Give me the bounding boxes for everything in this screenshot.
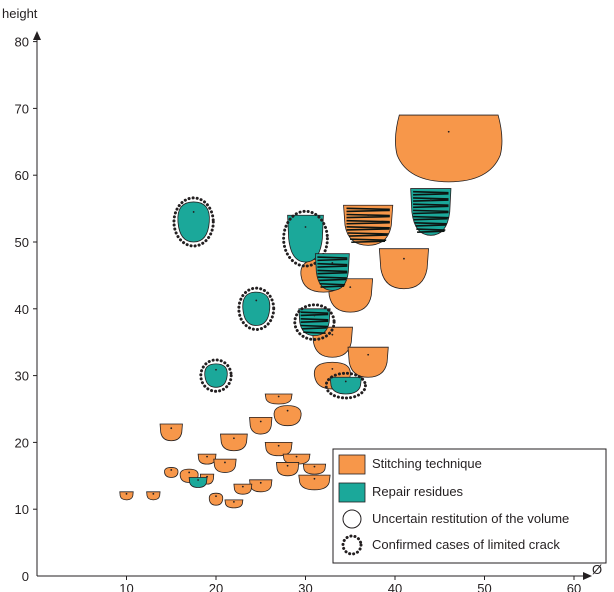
y-tick-label-50: 50	[15, 235, 29, 250]
legend-swatch-stitching	[338, 454, 366, 475]
repair-vessel-mark	[188, 477, 208, 488]
stitching-vessel-mark	[159, 423, 183, 442]
y-axis-arrow	[33, 31, 41, 40]
x-tick-label-40: 40	[388, 581, 402, 592]
stitching-vessel-mark	[311, 326, 353, 358]
stitching-vessel-mark	[146, 491, 161, 501]
stitching-vessel-mark	[197, 453, 217, 465]
stitching-vessel-mark	[302, 463, 327, 475]
stitching-vessel-mark	[378, 248, 429, 290]
legend-dotted-circle-icon	[341, 534, 363, 556]
legend-swatch-repair	[338, 482, 366, 503]
x-tick-label-60: 60	[567, 581, 581, 592]
stitching-vessel-mark	[220, 433, 248, 452]
legend-label-uncertain: Uncertain restitution of the volume	[372, 511, 569, 526]
repair-vessel-mark	[204, 363, 228, 388]
axis-ticks: 10 20 30 40 50 60 0 10 20 30 40 50 60 70 80	[15, 35, 582, 592]
y-tick-label-60: 60	[15, 168, 29, 183]
x-tick-label-20: 20	[209, 581, 223, 592]
x-axis-title: Ø	[592, 562, 602, 577]
repair-vessel-mark	[329, 376, 362, 395]
y-tick-label-80: 80	[15, 35, 29, 50]
repair-vessel-mark	[287, 214, 324, 263]
legend: Stitching technique Repair residues Unce…	[332, 448, 607, 564]
stitching-vessel-mark	[208, 492, 224, 506]
stitching-vessel-mark	[119, 491, 134, 501]
crack-dotted-circle	[324, 371, 367, 400]
stitching-vessel-mark	[298, 474, 331, 491]
x-tick-label-50: 50	[477, 581, 491, 592]
y-tick-label-10: 10	[15, 502, 29, 517]
legend-box	[332, 448, 607, 564]
stitching-vessel-mark	[347, 346, 389, 378]
crack-dotted-circle	[293, 303, 336, 342]
legend-label-crack: Confirmed cases of limited crack	[372, 537, 560, 552]
crack-dotted-circle	[282, 209, 329, 268]
y-tick-label-40: 40	[15, 302, 29, 317]
repair-vessel-mark	[298, 308, 331, 336]
stitching-vessel-mark	[213, 458, 237, 473]
legend-open-circle-icon	[342, 509, 362, 529]
repair-vessel-mark	[242, 291, 271, 326]
crack-dotted-circle	[172, 196, 215, 248]
stitching-vessel-mark	[395, 114, 503, 183]
crack-dotted-circle	[237, 286, 276, 331]
stitching-vessel-mark	[233, 483, 253, 495]
marks-layer	[119, 114, 503, 509]
stitching-vessel-mark	[224, 499, 244, 509]
x-axis-arrow	[583, 572, 592, 580]
y-tick-label-20: 20	[15, 435, 29, 450]
crack-dotted-circle	[199, 358, 233, 393]
x-tick-label-10: 10	[119, 581, 133, 592]
repair-vessel-mark	[314, 253, 350, 291]
y-tick-label-70: 70	[15, 101, 29, 116]
stitching-vessel-mark	[164, 467, 179, 478]
repair-vessel-mark	[177, 201, 210, 243]
stitching-vessel-mark	[273, 405, 302, 427]
x-tick-label-30: 30	[298, 581, 312, 592]
repair-vessel-mark	[410, 188, 452, 236]
stitching-vessel-mark	[264, 442, 293, 457]
stitching-vessel-mark	[249, 416, 273, 435]
y-tick-label-30: 30	[15, 369, 29, 384]
stitching-vessel-mark	[249, 479, 273, 493]
y-tick-label-0: 0	[22, 569, 29, 584]
legend-label-repair: Repair residues	[372, 484, 464, 499]
legend-label-stitching: Stitching technique	[372, 456, 482, 471]
stitching-vessel-mark	[343, 204, 394, 246]
stitching-vessel-mark	[264, 393, 293, 405]
y-axis-title: height	[2, 6, 38, 21]
stitching-vessel-mark	[275, 462, 300, 477]
